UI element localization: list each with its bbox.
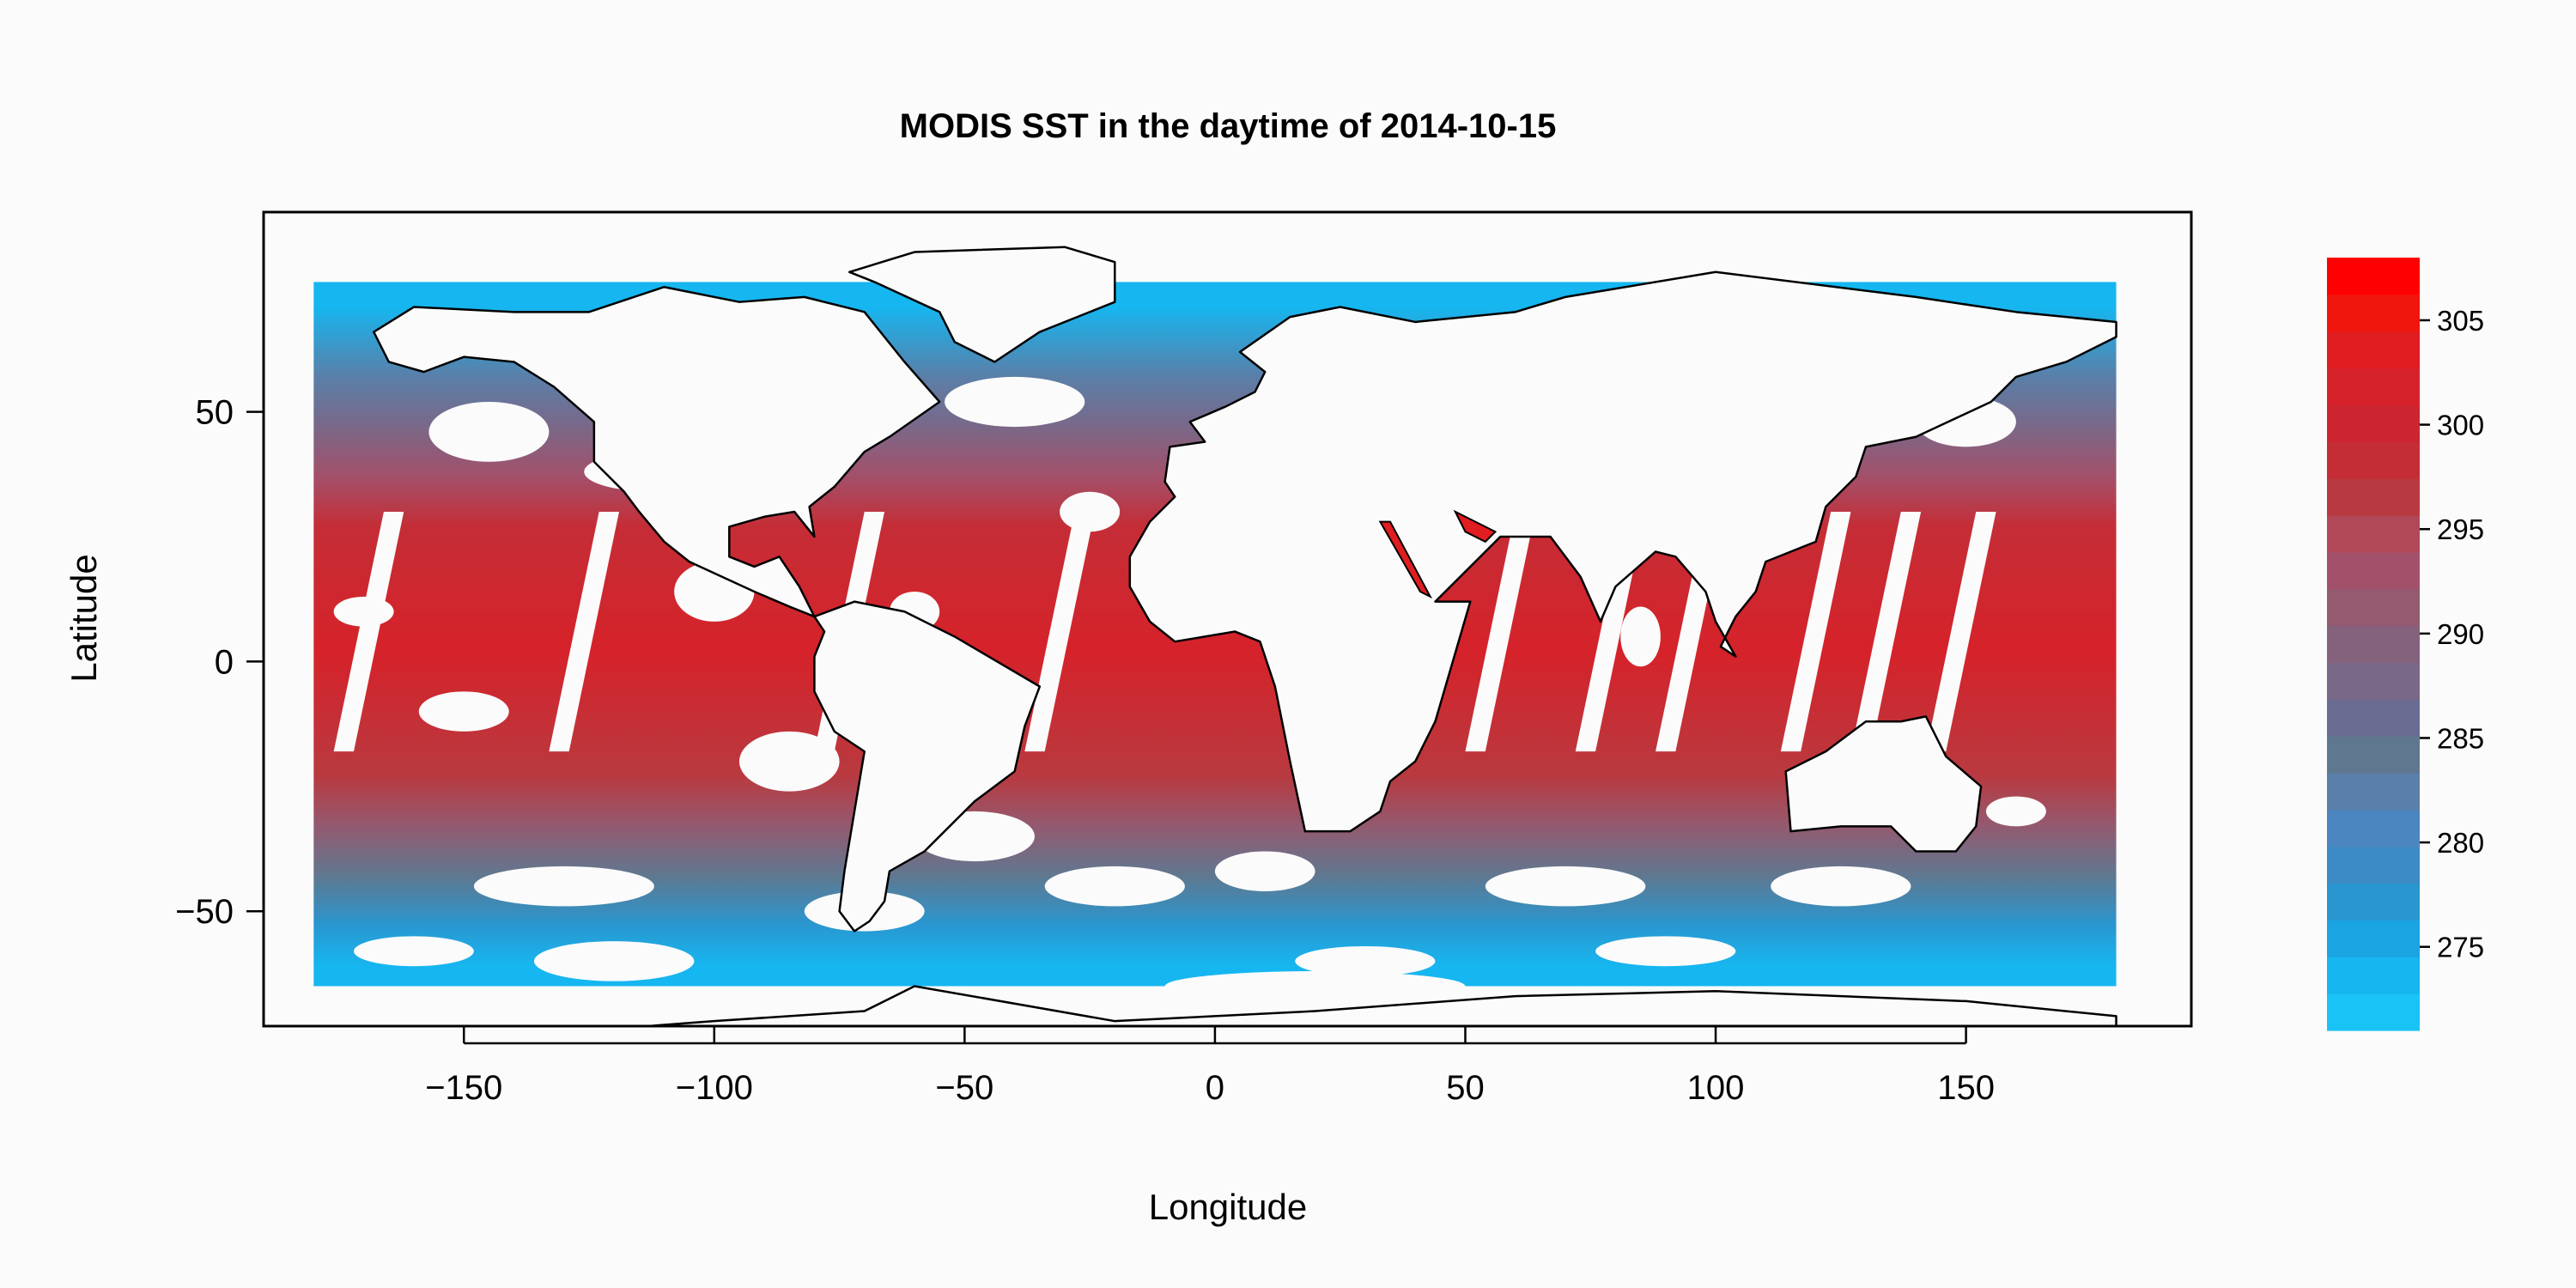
swath-gap [549, 511, 620, 752]
colorbar-segment [2327, 551, 2420, 590]
colorbar-segment [2327, 809, 2420, 848]
y-tick-label: −50 [175, 893, 234, 931]
colorbar-segment [2327, 478, 2420, 516]
y-tick-label: 50 [196, 394, 234, 432]
x-tick-label: 50 [1446, 1069, 1485, 1107]
cloud-gap [1044, 866, 1185, 907]
cloud-gap [1771, 866, 1911, 907]
swath-gap [1465, 511, 1536, 752]
colorbar-segment [2327, 441, 2420, 479]
colorbar-tick-label: 300 [2437, 410, 2484, 441]
cloud-gap [1620, 606, 1661, 667]
cloud-gap [1295, 945, 1436, 976]
continent-antarctica [633, 985, 2117, 1026]
colorbar-segment [2327, 846, 2420, 884]
cloud-gap [1485, 866, 1646, 907]
y-axis-label: Latitude [64, 554, 104, 682]
colorbar-segment [2327, 736, 2420, 774]
swath-gap [1925, 511, 1996, 752]
colorbar-segment [2327, 773, 2420, 811]
cloud-gap [1595, 936, 1736, 967]
cloud-gap [1985, 796, 2046, 827]
cloud-gap [533, 941, 695, 981]
continent-greenland [848, 246, 1116, 363]
colorbar-tick-label: 290 [2437, 618, 2484, 650]
land-layer [373, 246, 2117, 1026]
persian-gulf [1453, 509, 1498, 544]
colorbar-segment [2327, 699, 2420, 737]
cloud-gap [428, 402, 550, 462]
y-tick-label: 0 [215, 643, 234, 681]
y-axis: −50 0 50 [175, 394, 264, 931]
x-tick-label: 150 [1937, 1069, 1995, 1107]
colorbar-segment [2327, 920, 2420, 957]
colorbar-tick-label: 280 [2437, 827, 2484, 859]
colorbar: 275 280 285 290 295 300 305 [2327, 258, 2484, 1031]
x-axis-label: Longitude [1149, 1187, 1308, 1227]
swath-gap [1024, 511, 1095, 752]
colorbar-segment [2327, 258, 2420, 295]
swath-gap [1850, 511, 1922, 752]
plot-frame [262, 210, 2193, 1028]
colorbar-segment [2327, 368, 2420, 406]
cloud-gap [945, 376, 1085, 428]
x-tick-label: 0 [1206, 1069, 1224, 1107]
cloud-gap [333, 596, 394, 627]
chart-title: MODIS SST in the daytime of 2014-10-15 [900, 107, 1557, 145]
colorbar-segment [2327, 883, 2420, 921]
colorbar-segment [2327, 662, 2420, 700]
continent-south-america [813, 600, 1042, 933]
continent-eurasia-africa [1128, 270, 2117, 833]
colorbar-segment [2327, 515, 2420, 553]
colorbar-segment [2327, 993, 2420, 1031]
cloud-gap [1164, 971, 1466, 1001]
swath-gap [1780, 511, 1851, 752]
cloud-gap [1214, 851, 1315, 891]
colorbar-segment [2327, 331, 2420, 369]
colorbar-tick-label: 285 [2437, 722, 2484, 754]
red-sea [1378, 520, 1433, 599]
swath-gap [333, 511, 404, 752]
colorbar-segment [2327, 957, 2420, 994]
x-axis: −150 −100 −50 0 50 100 150 [425, 1026, 1995, 1107]
colorbar-tick-label: 295 [2437, 513, 2484, 545]
continent-north-america [373, 285, 941, 618]
colorbar-segment [2327, 404, 2420, 442]
cloud-gap [473, 866, 654, 907]
colorbar-segment [2327, 625, 2420, 664]
x-tick-label: 100 [1687, 1069, 1745, 1107]
x-tick-label: −50 [935, 1069, 993, 1107]
cloud-gap [1060, 491, 1121, 532]
x-tick-label: −100 [676, 1069, 753, 1107]
colorbar-segment [2327, 294, 2420, 332]
x-tick-label: −150 [425, 1069, 502, 1107]
continent-australia [1784, 715, 1983, 853]
colorbar-tick-label: 275 [2437, 932, 2484, 963]
colorbar-tick-label: 305 [2437, 305, 2484, 337]
colorbar-segment [2327, 588, 2420, 627]
cloud-gap [418, 691, 509, 732]
cloud-gap [738, 731, 840, 792]
cloud-gap [353, 936, 474, 967]
